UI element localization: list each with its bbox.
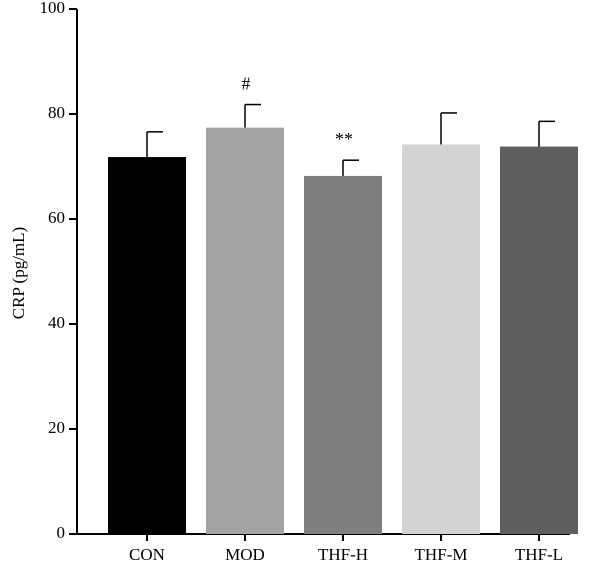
bar-con xyxy=(108,157,186,535)
bar-thf-h xyxy=(304,175,382,534)
y-tick-label: 40 xyxy=(48,313,65,332)
y-axis-title: CRP (pg/mL) xyxy=(9,227,28,319)
x-tick-label: THF-H xyxy=(318,545,368,564)
bar-thf-l xyxy=(500,146,578,535)
x-tick-label: THF-L xyxy=(515,545,563,564)
x-tick-label: THF-M xyxy=(415,545,468,564)
y-tick-label: 100 xyxy=(40,0,66,17)
bar-mod xyxy=(206,127,284,535)
x-tick-label: MOD xyxy=(225,545,265,564)
y-tick-label: 20 xyxy=(48,418,65,437)
significance-marker: ** xyxy=(335,129,353,149)
significance-marker: # xyxy=(242,74,251,94)
x-tick-label: CON xyxy=(129,545,165,564)
y-tick-label: 60 xyxy=(48,208,65,227)
y-tick-label: 0 xyxy=(57,523,66,542)
plot-area: 0 20 40 60 80 100 CON MOD # THF-H ** THF-M THF-L xyxy=(40,0,578,564)
y-tick-label: 80 xyxy=(48,103,65,122)
bar-thf-m xyxy=(402,144,480,534)
